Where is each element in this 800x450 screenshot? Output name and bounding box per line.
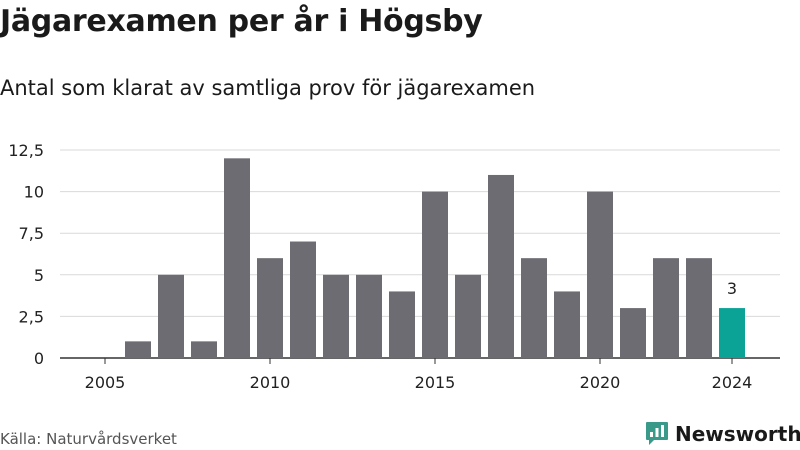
brand-name: Newsworthy bbox=[675, 422, 800, 446]
bar bbox=[191, 341, 217, 358]
bar bbox=[686, 258, 712, 358]
bar bbox=[125, 341, 151, 358]
bar bbox=[323, 274, 349, 358]
data-label: 3 bbox=[727, 279, 737, 298]
bar bbox=[488, 174, 514, 358]
bar bbox=[653, 258, 679, 358]
bar bbox=[587, 191, 613, 358]
chart-subtitle: Antal som klarat av samtliga prov för jä… bbox=[0, 76, 536, 100]
y-tick-label: 0 bbox=[34, 349, 44, 368]
x-tick-label: 2020 bbox=[580, 373, 621, 392]
x-tick-label: 2024 bbox=[712, 373, 753, 392]
y-tick-label: 7,5 bbox=[19, 224, 44, 243]
bar bbox=[257, 258, 283, 358]
bar bbox=[620, 308, 646, 358]
y-tick-label: 12,5 bbox=[8, 141, 44, 160]
y-axis-ticks: 0 2,5 5 7,5 10 12,5 bbox=[8, 141, 44, 368]
x-tick-label: 2005 bbox=[85, 373, 126, 392]
newsworthy-logo-icon bbox=[646, 422, 668, 445]
bar bbox=[389, 291, 415, 358]
bar bbox=[455, 274, 481, 358]
data-labels: 3 bbox=[727, 279, 737, 298]
bar bbox=[158, 274, 184, 358]
y-tick-label: 2,5 bbox=[19, 307, 44, 326]
brand-logo[interactable]: Newsworthy bbox=[645, 420, 800, 448]
bar bbox=[521, 258, 547, 358]
y-tick-label: 10 bbox=[24, 183, 44, 202]
source-note: Källa: Naturvårdsverket bbox=[0, 430, 177, 448]
bar bbox=[554, 291, 580, 358]
bars bbox=[125, 158, 745, 358]
bar-chart: 0 2,5 5 7,5 10 12,5 3 2005 2010 2015 2020 2024 bbox=[8, 141, 780, 392]
y-tick-label: 5 bbox=[34, 266, 44, 285]
bar bbox=[422, 191, 448, 358]
x-tick-label: 2015 bbox=[415, 373, 456, 392]
x-tick-label: 2010 bbox=[250, 373, 291, 392]
chart-title: Jägarexamen per år i Högsby bbox=[0, 4, 483, 39]
bar bbox=[356, 274, 382, 358]
bar-highlight bbox=[719, 308, 745, 358]
bar bbox=[224, 158, 250, 358]
bar bbox=[290, 241, 316, 358]
x-axis-ticks: 2005 2010 2015 2020 2024 bbox=[85, 358, 753, 392]
